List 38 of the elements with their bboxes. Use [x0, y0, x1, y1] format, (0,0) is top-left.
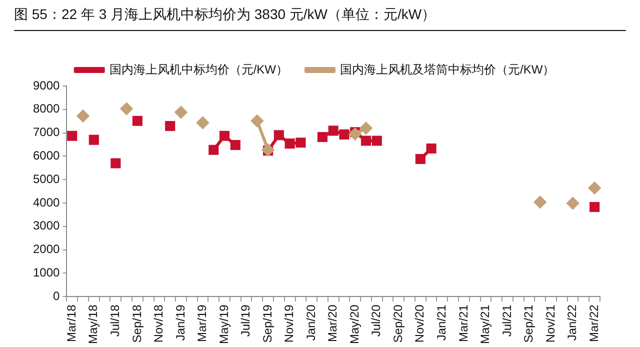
y-tick-label: 9000 — [32, 78, 60, 92]
y-tick-label: 4000 — [32, 195, 60, 210]
x-tick-label: Sep/19 — [260, 304, 274, 343]
x-tick-label: Nov/18 — [152, 304, 166, 343]
x-tick-label: Jul/18 — [108, 304, 122, 337]
x-tick-label: Jul/19 — [238, 304, 253, 337]
x-tick-label: Jan/22 — [565, 304, 580, 341]
x-tick-label: Mar/21 — [456, 304, 470, 342]
y-tick-label: 5000 — [32, 172, 60, 186]
x-tick-label: May/20 — [347, 304, 362, 344]
x-tick-label: Sep/20 — [390, 304, 405, 343]
x-tick-label: Nov/20 — [412, 304, 427, 343]
x-tick-label: Mar/19 — [195, 304, 210, 342]
x-tick-label: May/21 — [478, 304, 492, 344]
x-tick-label: Sep/18 — [130, 304, 144, 343]
y-tick-label: 6000 — [32, 148, 60, 163]
x-tick-label: Jan/21 — [434, 304, 448, 341]
y-tick-label: 0 — [53, 288, 60, 303]
x-tick-label: Jul/21 — [500, 304, 514, 337]
x-tick-label: Sep/21 — [522, 304, 536, 343]
y-tick-label: 8000 — [32, 102, 60, 116]
y-tick-label: 2000 — [32, 242, 60, 256]
chart-title: 图 55：22 年 3 月海上风机中标均价为 3830 元/kW（单位：元/kW） — [14, 6, 626, 31]
y-tick-label: 1000 — [32, 266, 60, 280]
x-tick-label: Jan/19 — [173, 304, 188, 341]
legend-label: 国内海上风机及塔筒中标均价（元/KW） — [340, 62, 555, 76]
x-tick-label: Jul/20 — [369, 304, 384, 337]
y-tick-label: 7000 — [32, 125, 60, 140]
x-tick-label: May/19 — [216, 304, 231, 344]
x-tick-label: Mar/22 — [586, 304, 601, 342]
y-tick-label: 3000 — [32, 218, 60, 233]
x-tick-label: Nov/19 — [282, 304, 296, 343]
x-tick-label: Mar/20 — [326, 304, 340, 342]
x-tick-label: Mar/18 — [64, 304, 78, 342]
x-tick-label: Jan/20 — [304, 304, 318, 341]
x-tick-label: Nov/21 — [543, 304, 558, 343]
legend-label: 国内海上风机中标均价（元/KW） — [109, 62, 288, 76]
x-tick-label: May/18 — [86, 304, 100, 344]
